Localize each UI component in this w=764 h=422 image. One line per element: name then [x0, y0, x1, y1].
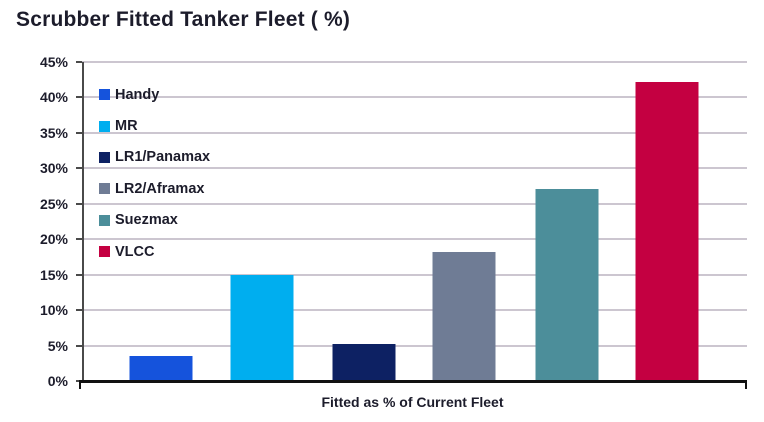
gridline-15 — [82, 273, 747, 276]
legend-swatch-mr — [99, 120, 110, 132]
y-axis-line — [82, 62, 84, 381]
y-axis-tick-10 — [76, 309, 82, 312]
y-axis-tick-20 — [76, 238, 82, 241]
gridline-25 — [82, 202, 747, 205]
y-axis-tick-5 — [76, 344, 82, 347]
x-axis-right-end-tick — [745, 381, 747, 389]
legend-item-lr1-panamax: LR1/Panamax — [99, 142, 210, 173]
y-axis-label-15: 15% — [39, 266, 68, 283]
bar-lr2-aframax — [432, 251, 496, 380]
chart-title: Scrubber Fitted Tanker Fleet ( %) — [16, 8, 351, 31]
y-axis-tick-15 — [76, 273, 82, 276]
bar-handy — [129, 355, 193, 380]
legend-label-vlcc: VLCC — [115, 243, 155, 260]
gridline-10 — [82, 309, 747, 312]
gridline-30 — [82, 167, 747, 170]
gridline-35 — [82, 131, 747, 134]
gridline-20 — [82, 238, 747, 241]
y-axis-tick-30 — [76, 167, 82, 170]
legend-swatch-vlcc — [99, 246, 110, 258]
plot-area: Handy MR LR1/Panamax LR2/Aframax Suezmax VLCC — [76, 61, 747, 389]
legend-item-handy: Handy — [99, 79, 210, 110]
x-axis-line — [79, 380, 747, 383]
y-axis-label-40: 40% — [39, 89, 68, 106]
legend-label-mr: MR — [115, 118, 138, 135]
legend-item-mr: MR — [99, 110, 210, 141]
y-axis-label-25: 25% — [39, 195, 68, 212]
x-axis-title: Fitted as % of Current Fleet — [321, 394, 504, 410]
bar-vlcc — [635, 82, 699, 380]
bar-lr1-panamax — [332, 343, 396, 380]
y-axis-label-35: 35% — [39, 124, 68, 141]
bar-mr — [230, 275, 294, 380]
legend-swatch-lr1-panamax — [99, 151, 110, 163]
y-axis-labels: 0% 5% 10% 15% 20% 25% 30% 35% 40% 45% — [0, 54, 76, 389]
legend-label-handy: Handy — [115, 86, 160, 103]
gridline-5 — [82, 344, 747, 347]
y-axis-label-45: 45% — [39, 54, 68, 70]
legend-item-lr2-aframax: LR2/Aframax — [99, 173, 210, 204]
y-axis-label-30: 30% — [39, 160, 68, 177]
y-axis-label-5: 5% — [47, 337, 68, 354]
y-axis-label-0: 0% — [47, 373, 68, 389]
legend-swatch-lr2-aframax — [99, 183, 110, 195]
legend-label-suezmax: Suezmax — [115, 212, 178, 229]
legend-swatch-handy — [99, 89, 110, 101]
bar-suezmax — [535, 188, 598, 380]
y-axis-label-10: 10% — [39, 302, 68, 319]
y-axis-tick-45 — [76, 61, 82, 63]
y-axis-tick-25 — [76, 202, 82, 205]
legend: Handy MR LR1/Panamax LR2/Aframax Suezmax VLCC — [99, 79, 210, 267]
gridline-40 — [82, 96, 747, 99]
x-axis-left-end-tick — [79, 381, 81, 389]
y-axis-label-20: 20% — [39, 231, 68, 248]
gridline-45 — [82, 61, 747, 63]
legend-swatch-suezmax — [99, 214, 110, 226]
legend-item-suezmax: Suezmax — [99, 205, 210, 236]
legend-label-lr2-aframax: LR2/Aframax — [115, 180, 205, 197]
legend-label-lr1-panamax: LR1/Panamax — [115, 149, 211, 166]
y-axis-tick-35 — [76, 131, 82, 134]
y-axis-tick-40 — [76, 96, 82, 99]
legend-item-vlcc: VLCC — [99, 236, 210, 267]
